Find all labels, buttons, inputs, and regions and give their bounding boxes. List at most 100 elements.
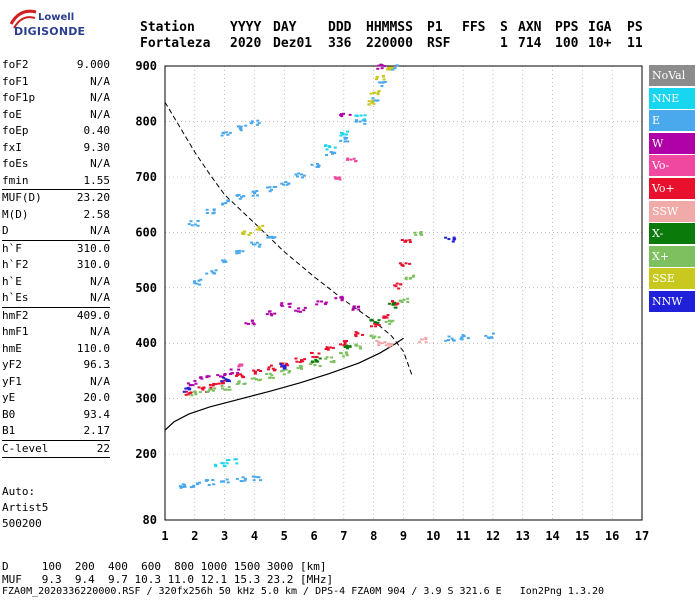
param-value: 409.0 bbox=[76, 308, 110, 322]
echo-point-x- bbox=[193, 390, 197, 393]
logo-line1: Lowell bbox=[38, 12, 75, 23]
echo-point-vo- bbox=[352, 157, 356, 160]
echo-point-w bbox=[236, 371, 240, 374]
footer-muf-row: MUF 9.3 9.4 9.7 10.3 11.0 12.1 15.3 23.2… bbox=[2, 573, 334, 586]
polarization-legend: NoVal NNE E W Vo- Vo+ SSW X- X+ SSE NNW bbox=[649, 65, 695, 314]
echo-point-x- bbox=[250, 377, 254, 380]
echo-point-vo- bbox=[334, 177, 338, 180]
param-value: N/A bbox=[90, 374, 110, 388]
echo-point-x- bbox=[288, 370, 292, 373]
echo-point-ssw bbox=[390, 344, 394, 347]
echo-point-sse bbox=[241, 231, 245, 234]
echo-point-vo- bbox=[201, 388, 205, 391]
echo-point-x- bbox=[345, 354, 349, 357]
echo-point-vo- bbox=[200, 387, 204, 390]
echo-point-x- bbox=[235, 383, 239, 385]
echo-point-e bbox=[491, 332, 495, 335]
header-label-5: P1 bbox=[427, 20, 443, 35]
echo-point-nnw bbox=[182, 390, 186, 393]
y-tick-label: 400 bbox=[135, 336, 157, 350]
echo-point-x- bbox=[384, 321, 388, 323]
echo-point-x- bbox=[227, 386, 231, 388]
echo-point-vo- bbox=[399, 283, 403, 286]
echo-point-e bbox=[273, 236, 277, 239]
echo-point-nne bbox=[341, 133, 345, 136]
echo-point-e bbox=[253, 475, 257, 478]
echo-point-w bbox=[194, 382, 198, 385]
echo-point-w bbox=[220, 375, 224, 378]
echo-point-nne bbox=[225, 462, 229, 465]
echo-point-w bbox=[250, 319, 254, 322]
echo-point-x- bbox=[332, 361, 336, 364]
echo-point-sse bbox=[367, 100, 371, 103]
echo-point-nne bbox=[220, 461, 224, 464]
echo-point-x- bbox=[398, 299, 402, 302]
echo-point-x- bbox=[268, 372, 272, 375]
echo-point-x- bbox=[270, 374, 274, 377]
echo-point-nne bbox=[339, 134, 343, 137]
param-value: 1.55 bbox=[83, 173, 111, 187]
param-value: 2.17 bbox=[83, 424, 111, 437]
echo-point-sse bbox=[372, 91, 376, 94]
echo-point-x- bbox=[391, 319, 395, 322]
header-label-7: S bbox=[500, 20, 508, 35]
echo-point-e bbox=[235, 252, 239, 255]
x-tick-label: 10 bbox=[426, 529, 440, 543]
echo-point-e bbox=[285, 183, 289, 186]
echo-point-w bbox=[380, 64, 384, 66]
echo-point-e bbox=[250, 241, 254, 244]
echo-point-e bbox=[190, 224, 194, 227]
param-name: hmF2 bbox=[2, 308, 29, 322]
echo-point-e bbox=[212, 208, 216, 211]
echo-point-e bbox=[195, 282, 199, 285]
echo-point-vo- bbox=[354, 331, 358, 334]
param-name: hmF1 bbox=[2, 325, 29, 338]
echo-point-x- bbox=[296, 367, 300, 370]
echo-point-nnw bbox=[451, 240, 455, 243]
x-tick-label: 15 bbox=[575, 529, 589, 543]
echo-point-x- bbox=[419, 233, 423, 236]
echo-point-x- bbox=[316, 360, 320, 363]
echo-point-vo- bbox=[336, 177, 340, 180]
echo-point-sse bbox=[241, 232, 245, 235]
echo-point-e bbox=[460, 336, 464, 339]
param-row: B0 93.4 bbox=[2, 407, 110, 424]
echo-point-e bbox=[210, 270, 214, 273]
echo-point-w bbox=[189, 384, 193, 386]
param-name: foF1 bbox=[2, 74, 29, 88]
echo-point-x- bbox=[311, 360, 315, 363]
param-row: h`F2 310.0 bbox=[2, 257, 110, 274]
echo-point-nne bbox=[333, 146, 337, 149]
echo-point-vo- bbox=[184, 393, 188, 396]
param-row: h`Es N/A bbox=[2, 290, 110, 307]
echo-point-e bbox=[395, 64, 399, 67]
echo-point-e bbox=[197, 279, 201, 282]
echo-point-x- bbox=[406, 301, 410, 303]
echo-point-vo- bbox=[300, 359, 303, 362]
echo-point-ssw bbox=[375, 339, 379, 342]
echo-point-e bbox=[267, 236, 271, 238]
header-value-10: 10+ bbox=[588, 36, 612, 51]
echo-point-e bbox=[187, 223, 191, 226]
echo-point-x- bbox=[300, 367, 303, 370]
echo-point-vo- bbox=[285, 362, 289, 365]
param-name: h`F2 bbox=[2, 258, 29, 271]
echo-point-x- bbox=[279, 370, 283, 373]
echo-point-e bbox=[282, 183, 285, 186]
echo-point-x- bbox=[404, 276, 408, 279]
echo-point-vo- bbox=[256, 369, 260, 372]
echo-point-x- bbox=[376, 321, 380, 324]
echo-point-nne bbox=[213, 463, 217, 466]
echo-point-vo- bbox=[301, 360, 305, 363]
echo-point-x- bbox=[412, 274, 416, 277]
echo-point-e bbox=[329, 151, 333, 153]
echo-point-nne bbox=[222, 464, 226, 467]
echo-point-e bbox=[240, 195, 244, 198]
echo-point-e bbox=[251, 243, 255, 246]
param-row: yF1 N/A bbox=[2, 374, 110, 391]
echo-point-e bbox=[198, 481, 202, 484]
echo-point-x- bbox=[284, 368, 288, 371]
echo-point-x- bbox=[198, 391, 202, 394]
param-value: 0.40 bbox=[83, 124, 111, 137]
